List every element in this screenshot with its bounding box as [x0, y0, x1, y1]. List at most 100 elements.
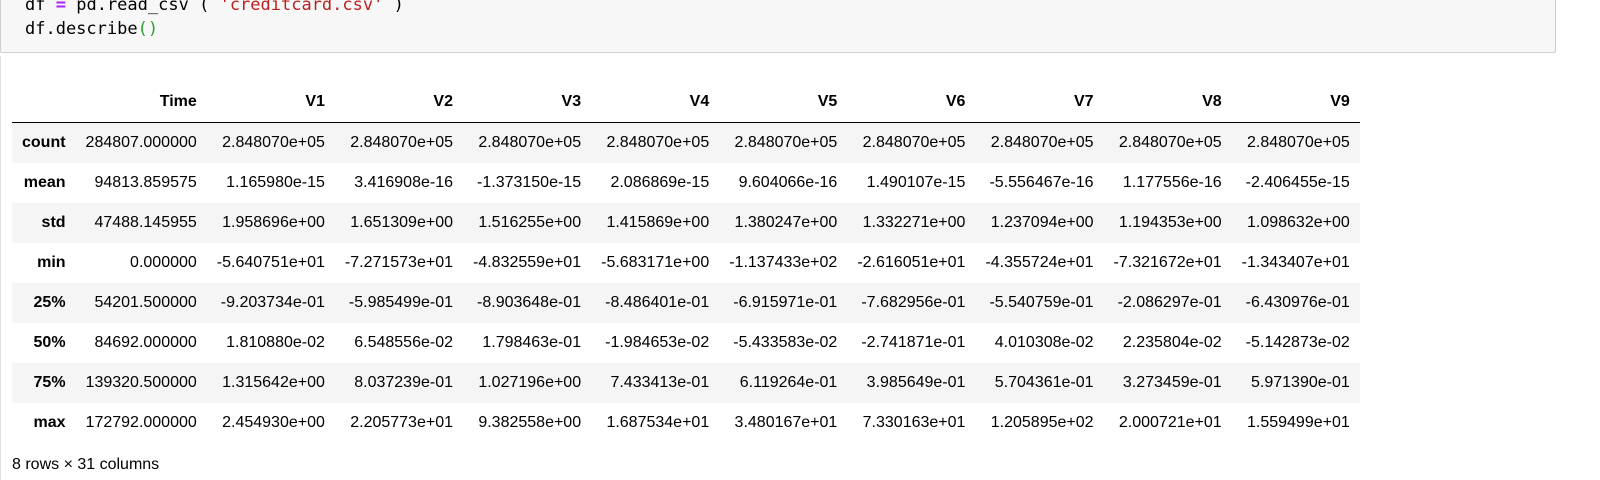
table-cell: 2.848070e+05	[222, 134, 325, 151]
table-cell: 172792.000000	[85, 414, 197, 431]
table-cell: -1.343407e+01	[1241, 254, 1350, 271]
code-parens: ()	[137, 19, 159, 39]
output-area-border	[0, 56, 6, 480]
table-cell: 1.490107e-15	[866, 174, 966, 191]
table-cell: 2.848070e+05	[350, 134, 453, 151]
table-cell: -1.137433e+02	[729, 254, 838, 271]
table-cell: -7.321672e+01	[1113, 254, 1222, 271]
code-call: pd.read_csv	[76, 0, 189, 15]
table-cell: 1.516255e+00	[478, 214, 582, 231]
column-header: V1	[206, 82, 335, 123]
row-index-label: std	[41, 214, 66, 231]
table-cell: 6.119264e-01	[739, 374, 838, 391]
table-cell: 1.205895e+02	[990, 414, 1094, 431]
column-header: V2	[334, 82, 463, 123]
dataframe-shape-note: 8 rows × 31 columns	[12, 456, 160, 473]
table-cell: 2.848070e+05	[606, 134, 710, 151]
code-cell-input[interactable]: df = pd.read_csv ( 'creditcard.csv' ) df…	[0, 0, 1556, 53]
table-cell: 47488.145955	[94, 214, 197, 231]
table-cell: 2.848070e+05	[1246, 134, 1350, 151]
column-header: Time	[75, 82, 207, 123]
table-cell: 5.971390e-01	[1251, 374, 1350, 391]
column-header: V7	[975, 82, 1104, 123]
table-row: 50% 84692.000000 1.810880e-02 6.548556e-02 1…	[12, 323, 1360, 363]
code-line-2: df.describe()	[13, 17, 158, 41]
table-cell: -4.832559e+01	[473, 254, 582, 271]
table-cell: 94813.859575	[94, 174, 197, 191]
table-cell: 54201.500000	[94, 294, 197, 311]
table-cell: 2.205773e+01	[350, 414, 453, 431]
row-index-label: 50%	[33, 334, 66, 351]
table-cell: -8.903648e-01	[477, 294, 582, 311]
table-cell: 1.027196e+00	[478, 374, 582, 391]
table-cell: 1.958696e+00	[222, 214, 325, 231]
column-header: V6	[847, 82, 976, 123]
table-cell: 1.098632e+00	[1246, 214, 1350, 231]
table-cell: -7.271573e+01	[344, 254, 453, 271]
table-cell: 0.000000	[130, 254, 197, 271]
table-cell: -1.984653e-02	[605, 334, 710, 351]
row-index-label: mean	[23, 174, 66, 191]
table-cell: -6.915971e-01	[733, 294, 838, 311]
table-cell: -5.540759e-01	[989, 294, 1094, 311]
table-cell: 1.177556e-16	[1122, 174, 1222, 191]
table-cell: 284807.000000	[85, 134, 197, 151]
table-cell: 1.798463e-01	[482, 334, 582, 351]
column-header: V3	[463, 82, 592, 123]
table-cell: -6.430976e-01	[1245, 294, 1350, 311]
table-row: std 47488.145955 1.958696e+00 1.651309e+00 1…	[12, 203, 1360, 243]
code-operator: =	[55, 0, 66, 15]
table-cell: 1.237094e+00	[990, 214, 1094, 231]
table-cell: 6.548556e-02	[354, 334, 453, 351]
code-open-paren: (	[199, 0, 210, 15]
table-row: 25% 54201.500000 -9.203734e-01 -5.985499e-0…	[12, 283, 1360, 323]
table-row: min 0.000000 -5.640751e+01 -7.271573e+01 -4.…	[12, 243, 1360, 283]
row-index-label: 75%	[33, 374, 66, 391]
table-cell: 1.165980e-15	[226, 174, 325, 191]
table-cell: 9.604066e-16	[738, 174, 838, 191]
table-cell: 1.651309e+00	[350, 214, 453, 231]
table-cell: -5.556467e-16	[989, 174, 1094, 191]
table-cell: -9.203734e-01	[220, 294, 325, 311]
table-cell: 2.454930e+00	[222, 414, 325, 431]
table-cell: 3.985649e-01	[866, 374, 966, 391]
table-cell: 2.848070e+05	[862, 134, 966, 151]
table-cell: 4.010308e-02	[994, 334, 1094, 351]
table-cell: 139320.500000	[85, 374, 197, 391]
code-string-arg: 'creditcard.csv'	[219, 0, 384, 15]
row-index-label: count	[22, 134, 66, 151]
table-cell: -5.683171e+00	[601, 254, 710, 271]
column-header: V5	[719, 82, 848, 123]
table-cell: 1.380247e+00	[734, 214, 838, 231]
column-header: V9	[1231, 82, 1360, 123]
table-cell: 1.194353e+00	[1118, 214, 1222, 231]
table-cell: 9.382558e+00	[478, 414, 582, 431]
table-header-row: Time V1 V2 V3 V4 V5 V6 V7 V8 V9	[12, 82, 1360, 123]
table-cell: 5.704361e-01	[994, 374, 1094, 391]
code-call-describe: df.describe	[25, 19, 138, 39]
table-cell: 1.687534e+01	[606, 414, 710, 431]
table-cell: 7.433413e-01	[610, 374, 710, 391]
table-row: 75% 139320.500000 1.315642e+00 8.037239e-01…	[12, 363, 1360, 403]
table-cell: 1.810880e-02	[226, 334, 325, 351]
table-cell: -5.985499e-01	[348, 294, 453, 311]
table-row: mean 94813.859575 1.165980e-15 3.416908e-16…	[12, 163, 1360, 203]
table-cell: 1.559499e+01	[1246, 414, 1350, 431]
row-index-label: max	[33, 414, 66, 431]
table-cell: -5.142873e-02	[1245, 334, 1350, 351]
table-cell: 3.480167e+01	[734, 414, 838, 431]
table-cell: 1.415869e+00	[606, 214, 710, 231]
table-cell: -2.741871e-01	[861, 334, 966, 351]
table-cell: 8.037239e-01	[354, 374, 453, 391]
index-header	[12, 82, 76, 123]
table-cell: 84692.000000	[94, 334, 197, 351]
table-cell: -2.406455e-15	[1245, 174, 1350, 191]
row-index-label: min	[37, 254, 66, 271]
row-index-label: 25%	[33, 294, 66, 311]
table-cell: -8.486401e-01	[605, 294, 710, 311]
dataframe-table: Time V1 V2 V3 V4 V5 V6 V7 V8 V9 count 284807.00000…	[12, 82, 1360, 443]
table-cell: -5.640751e+01	[216, 254, 325, 271]
table-body: count 284807.000000 2.848070e+05 2.848070e+…	[12, 122, 1360, 443]
table-cell: -2.086297e-01	[1117, 294, 1222, 311]
table-cell: 3.273459e-01	[1122, 374, 1222, 391]
